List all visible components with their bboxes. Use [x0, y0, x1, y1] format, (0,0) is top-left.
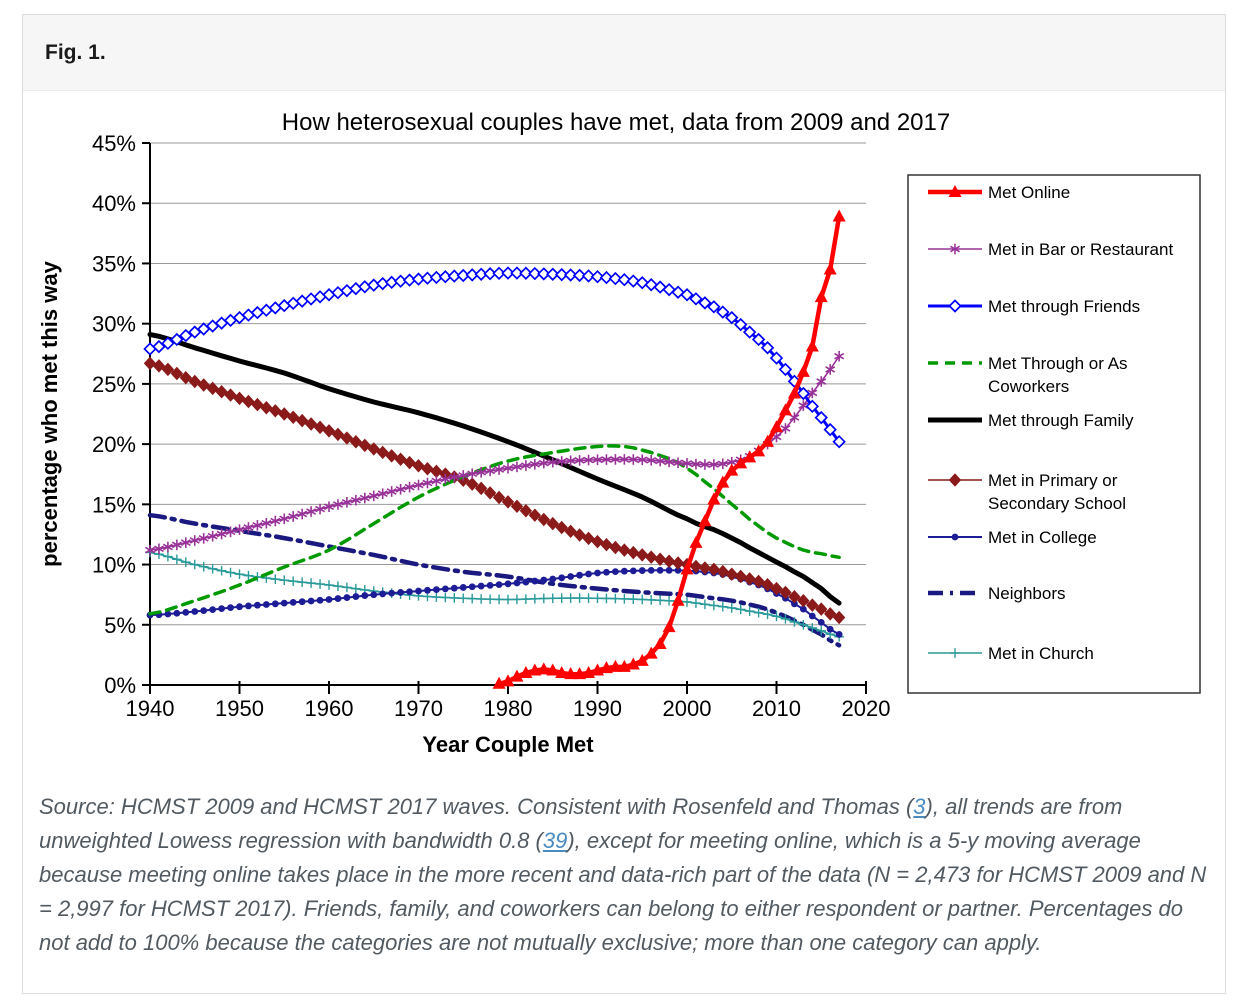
legend-item-met-bar-restaurant: Met in Bar or Restaurant [928, 240, 1173, 259]
reference-link[interactable]: 39 [542, 828, 568, 853]
series-met-through-friends [143, 266, 846, 449]
chart: 0% 5% 10% 15% 20% 25% 30% 35% 40% 45% 1940 1950 1960… [37, 109, 1201, 757]
x-tick-label: 1940 [126, 696, 175, 721]
legend-label: Met in College [988, 528, 1097, 547]
reference-link[interactable]: 3 [913, 794, 926, 819]
x-tick-label: 2020 [842, 696, 891, 721]
y-tick-label: 0% [104, 673, 136, 698]
caption-text: ), except for meeting online, which is a… [39, 828, 1207, 955]
y-tick-label: 25% [92, 372, 136, 397]
caption-text: ), all trends are from unweighted Lowess… [39, 794, 1123, 853]
legend-label: Met in Primary or [988, 471, 1118, 490]
series-met-bar-restaurant [145, 350, 845, 556]
y-tick-label: 15% [92, 492, 136, 517]
legend-label: Met in Bar or Restaurant [988, 240, 1173, 259]
x-tick-label: 2010 [752, 696, 801, 721]
legend-label: Met Online [988, 183, 1070, 202]
legend-item-met-coworkers: Met Through or As Coworkers [928, 354, 1128, 396]
legend-label: Met through Family [988, 411, 1134, 430]
legend-label: Coworkers [988, 377, 1069, 396]
series-met-through-family [147, 332, 842, 606]
legend-item-met-in-college: Met in College [928, 528, 1097, 547]
y-tick-label: 40% [92, 191, 136, 216]
y-tick-label: 10% [92, 553, 136, 578]
figure-panel: Fig. 1. 0% 5% 10% 15% 20% 25% 30% 35% 40% 45% 1940… [22, 14, 1226, 994]
series-met-in-college [146, 566, 843, 638]
x-axis-label: Year Couple Met [422, 732, 594, 757]
series-met-school [143, 356, 846, 625]
x-tick-label: 2000 [663, 696, 712, 721]
caption-text: Source: HCMST 2009 and HCMST 2017 waves.… [39, 794, 914, 819]
legend-item-met-online: Met Online [928, 183, 1070, 202]
x-axis: 1940 1950 1960 1970 1980 1990 2000 2010 2020 [126, 681, 891, 721]
series-neighbors [147, 512, 842, 648]
legend-label: Secondary School [988, 494, 1126, 513]
legend-label: Met Through or As [988, 354, 1128, 373]
legend-label: Met through Friends [988, 297, 1140, 316]
y-tick-label: 30% [92, 312, 136, 337]
legend-item-met-school: Met in Primary or Secondary School [928, 471, 1126, 513]
legend-label: Met in Church [988, 644, 1094, 663]
series-met-in-church [145, 547, 844, 642]
figure-label: Fig. 1. [45, 40, 106, 64]
legend-item-neighbors: Neighbors [928, 584, 1066, 603]
y-axis: 0% 5% 10% 15% 20% 25% 30% 35% 40% 45% [92, 131, 151, 698]
x-tick-label: 1980 [484, 696, 533, 721]
x-tick-label: 1970 [394, 696, 443, 721]
series-met-online [492, 209, 846, 689]
x-tick-label: 1990 [573, 696, 622, 721]
y-tick-label: 5% [104, 613, 136, 638]
figure-caption: Source: HCMST 2009 and HCMST 2017 waves.… [23, 786, 1225, 960]
series-met-coworkers [148, 444, 841, 616]
y-tick-label: 35% [92, 251, 136, 276]
x-tick-label: 1960 [305, 696, 354, 721]
figure-header: Fig. 1. [23, 15, 1225, 91]
gridlines [150, 142, 866, 626]
y-tick-label: 45% [92, 131, 136, 156]
legend-item-met-through-family: Met through Family [928, 411, 1134, 430]
y-axis-label: percentage who met this way [37, 260, 62, 566]
figure-area: 0% 5% 10% 15% 20% 25% 30% 35% 40% 45% 1940 1950 1960… [23, 91, 1225, 786]
legend-label: Neighbors [988, 584, 1066, 603]
x-tick-label: 1950 [215, 696, 264, 721]
legend-item-met-in-church: Met in Church [928, 644, 1094, 663]
legend-item-met-through-friends: Met through Friends [928, 297, 1140, 316]
legend: Met Online Met in Bar or Restaurant Met th… [907, 174, 1201, 694]
y-tick-label: 20% [92, 432, 136, 457]
chart-title: How heterosexual couples have met, data … [282, 109, 950, 136]
